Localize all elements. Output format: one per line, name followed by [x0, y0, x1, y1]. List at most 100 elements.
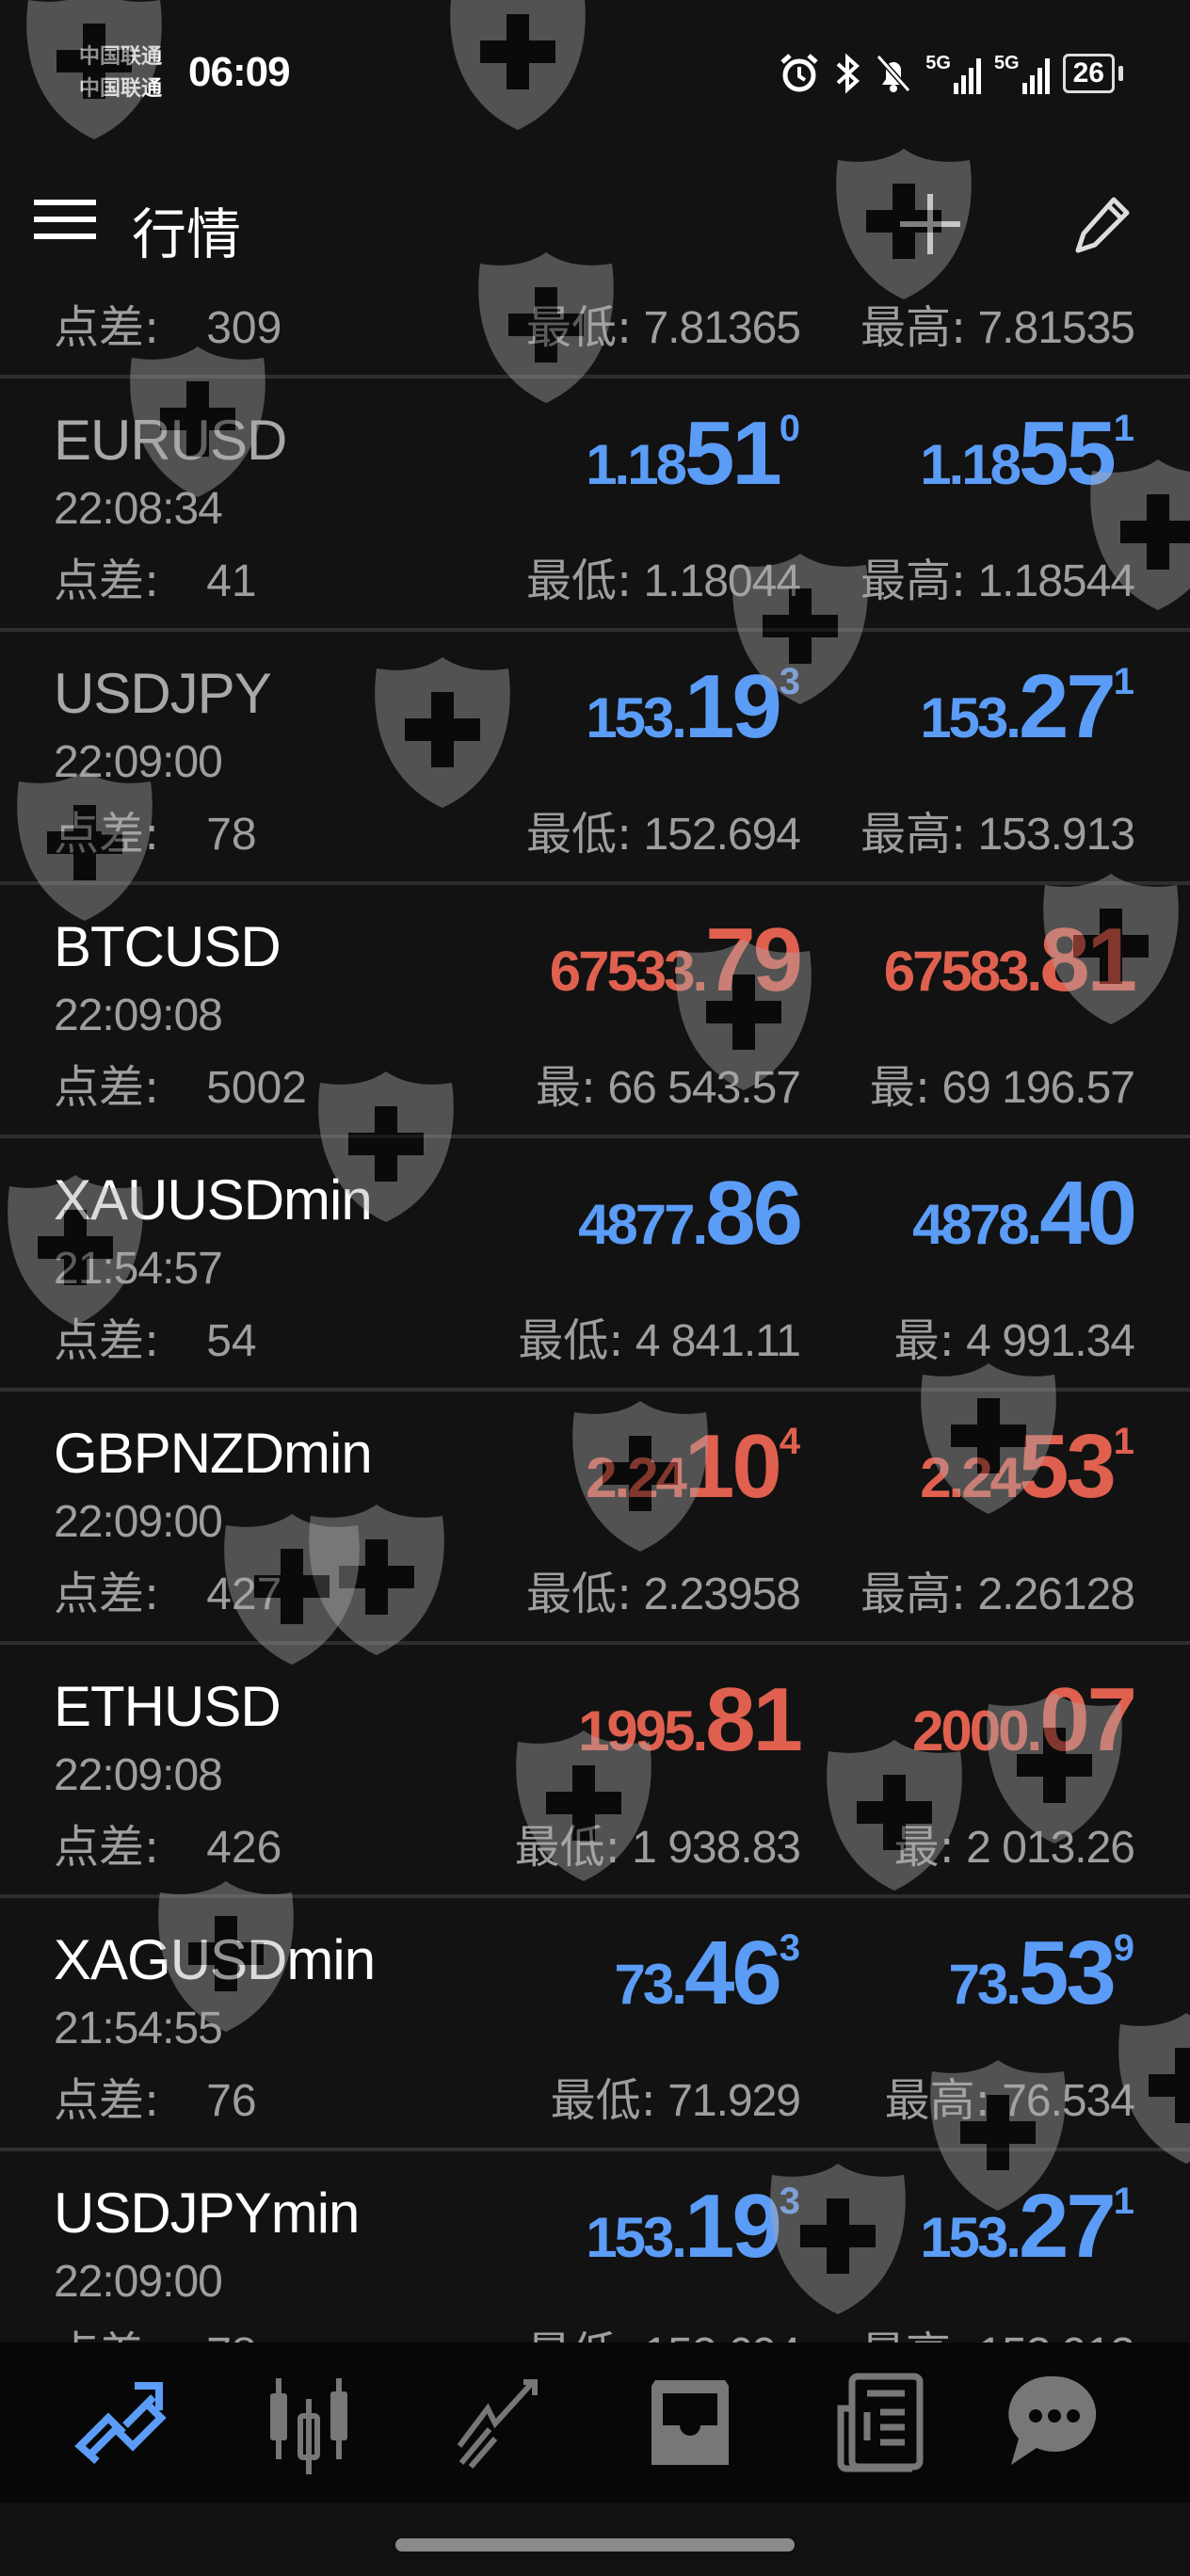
bid-price: 153.193 — [586, 655, 800, 759]
ask-price-prefix: 67583. — [883, 940, 1043, 1003]
high-price: 最: 2 013.26 — [894, 1810, 1135, 1876]
spread-value: 76 — [206, 2076, 257, 2126]
ask-price-prefix: 2.24 — [920, 1446, 1021, 1509]
bid-price: 67533.79 — [550, 909, 803, 1012]
spread: 点差: 78 — [54, 797, 257, 862]
signal-1: 5G — [925, 53, 981, 94]
ask-price-fraction: 1 — [1113, 1421, 1134, 1462]
bid-price-prefix: 4877. — [578, 1193, 708, 1256]
spread: 点差: 41 — [54, 543, 257, 609]
bid-price-prefix: 153. — [586, 2206, 687, 2269]
quote-row[interactable]: 点差: 309 最低: 7.81365 最高: 7.81535 — [0, 292, 1190, 378]
status-bar: 中国联通 中国联通 06:09 5G 5G 26 — [0, 0, 1190, 141]
quote-row[interactable]: BTCUSD 22:09:08 点差: 5002 67533.79 67583.8… — [0, 884, 1190, 1138]
bid-price-main: 86 — [705, 1163, 803, 1264]
high-price: 最高: 2.26128 — [860, 1556, 1135, 1622]
spread-label: 点差: — [54, 2074, 160, 2127]
low-label: 最低: — [525, 1568, 633, 1620]
spread: 点差: 54 — [54, 1303, 257, 1369]
low-value: 152.694 — [643, 2329, 801, 2343]
low-price: 最低: 71.929 — [551, 2063, 801, 2129]
low-price: 最低: 152.694 — [526, 797, 801, 862]
bid-price-main: 19 — [683, 656, 782, 757]
ask-price-prefix: 153. — [920, 2206, 1021, 2269]
bid-price: 73.463 — [615, 1922, 800, 2025]
carrier-1: 中国联通 — [79, 45, 163, 69]
low-value: 71.929 — [667, 2076, 801, 2126]
high-value: 153.913 — [977, 2329, 1135, 2343]
quote-time: 22:09:00 — [54, 737, 223, 787]
bid-price-fraction: 4 — [779, 1421, 800, 1462]
quote-row[interactable]: EURUSD 22:08:34 点差: 41 1.18510 1.18551 最低… — [0, 378, 1190, 632]
quote-row[interactable]: ETHUSD 22:09:08 点差: 426 1995.81 2000.07 最… — [0, 1644, 1190, 1898]
nav-news[interactable] — [829, 2371, 933, 2474]
plus-icon[interactable] — [894, 188, 966, 260]
bid-price: 1995.81 — [578, 1668, 803, 1772]
high-label: 最: — [869, 1061, 931, 1114]
high-label: 最: — [893, 1314, 955, 1367]
ask-price-main: 81 — [1039, 910, 1137, 1010]
high-label: 最高: — [860, 555, 967, 607]
bid-price-main: 79 — [705, 910, 803, 1010]
bid-price-prefix: 1.18 — [586, 433, 687, 496]
quote-row[interactable]: XAUUSDmin 21:54:57 点差: 54 4877.86 4878.40… — [0, 1137, 1190, 1392]
low-price: 最低: 1 938.83 — [515, 1810, 801, 1876]
nav-trade[interactable] — [446, 2371, 550, 2474]
low-label: 最低: — [525, 555, 633, 607]
bid-price-fraction: 3 — [779, 661, 800, 702]
carrier-2: 中国联通 — [79, 77, 163, 101]
ask-price-prefix: 73. — [948, 1953, 1021, 2016]
quote-row[interactable]: GBPNZDmin 22:09:00 点差: 427 2.24104 2.2453… — [0, 1391, 1190, 1645]
spread-label: 点差: — [54, 555, 160, 607]
high-value: 2.26128 — [977, 1570, 1135, 1619]
low-value: 7.81365 — [643, 303, 801, 353]
quote-time: 22:09:08 — [54, 1750, 223, 1800]
nav-quotes[interactable] — [69, 2371, 172, 2474]
quotes-list[interactable]: 点差: 309 最低: 7.81365 最高: 7.81535 EURUSD 22… — [0, 292, 1190, 2343]
signal-2: 5G — [994, 53, 1050, 94]
bid-price-main: 10 — [683, 1416, 782, 1517]
nav-chat[interactable] — [1002, 2371, 1105, 2474]
trade-icon — [457, 2379, 538, 2469]
network-type-1: 5G — [925, 53, 951, 73]
spread-label: 点差: — [54, 1568, 160, 1620]
symbol-name: GBPNZDmin — [54, 1422, 373, 1485]
home-indicator[interactable] — [395, 2538, 795, 2552]
quote-row[interactable]: XAGUSDmin 21:54:55 点差: 76 73.463 73.539 最… — [0, 1897, 1190, 2151]
spread: 点差: 309 — [54, 292, 281, 356]
bottom-nav — [0, 2343, 1190, 2503]
symbol-name: XAUUSDmin — [54, 1168, 373, 1232]
quotes-icon — [74, 2382, 167, 2464]
alarm-icon — [780, 54, 818, 92]
high-label: 最高: — [884, 2074, 990, 2127]
quote-time: 22:09:08 — [54, 990, 223, 1040]
ask-price: 1.18551 — [920, 402, 1134, 506]
nav-chart-candlestick[interactable] — [257, 2371, 361, 2474]
ask-price-fraction: 1 — [1113, 2181, 1134, 2222]
ask-price: 73.539 — [949, 1922, 1134, 2025]
symbol-name: XAGUSDmin — [54, 1928, 376, 1991]
history-inbox-icon — [651, 2380, 729, 2465]
high-value: 76.534 — [1002, 2076, 1135, 2126]
low-label: 最低: — [518, 1314, 624, 1367]
ask-price-main: 07 — [1039, 1669, 1137, 1770]
spread: 点差: 5002 — [54, 1050, 307, 1116]
quote-row[interactable]: USDJPY 22:09:00 点差: 78 153.193 153.271 最低… — [0, 631, 1190, 885]
spread-label: 点差: — [54, 1061, 160, 1114]
ask-price-prefix: 153. — [920, 686, 1021, 749]
chat-icon — [1008, 2375, 1097, 2465]
low-price: 最低: 1.18044 — [525, 543, 801, 609]
bid-price-main: 19 — [683, 2176, 782, 2277]
nav-history-inbox[interactable] — [638, 2371, 742, 2474]
low-label: 最: — [535, 1061, 597, 1114]
pencil-icon[interactable] — [1069, 192, 1134, 258]
bid-price-prefix: 1995. — [578, 1699, 708, 1763]
bid-price: 1.18510 — [586, 402, 800, 506]
low-value: 66 543.57 — [607, 1063, 801, 1113]
ask-price-main: 27 — [1018, 2176, 1117, 2277]
ask-price-main: 53 — [1018, 1923, 1117, 2023]
toolbar: 行情 — [0, 141, 1190, 301]
symbol-name: EURUSD — [54, 409, 287, 472]
quote-row[interactable]: USDJPYmin 22:09:00 点差:78 153.193 153.271… — [0, 2150, 1190, 2343]
hamburger-icon[interactable] — [34, 200, 96, 243]
